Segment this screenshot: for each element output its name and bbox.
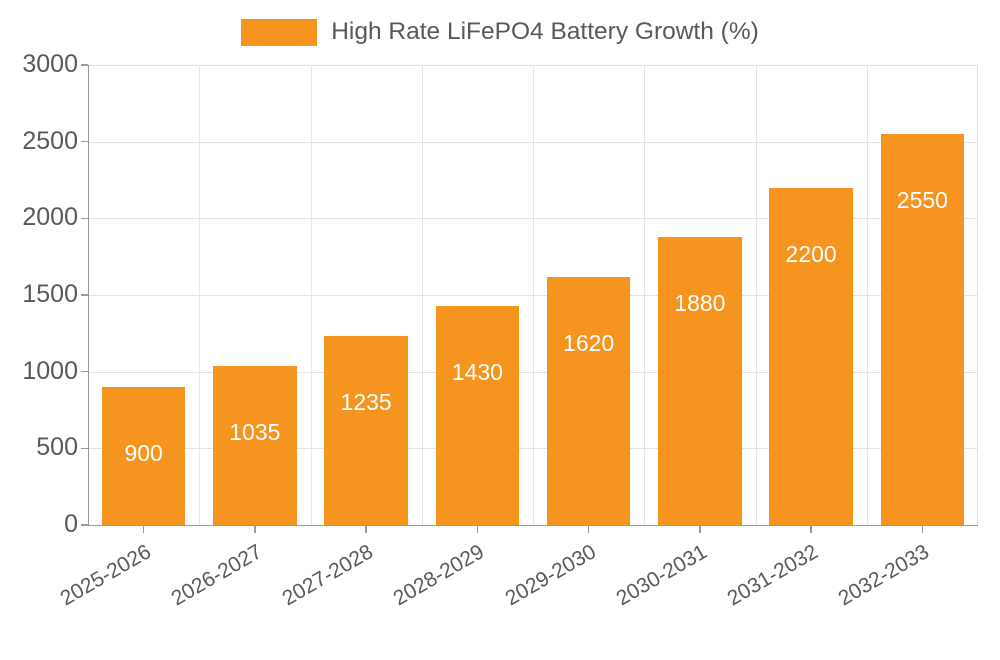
bar[interactable] — [213, 366, 297, 525]
bar-value-label: 2550 — [896, 187, 948, 213]
x-tick-mark — [921, 525, 924, 533]
x-tick-label: 2025-2026 — [56, 540, 155, 611]
bar-chart: High Rate LiFePO4 Battery Growth (%) 900… — [0, 12, 1000, 610]
gridline-vertical — [756, 65, 757, 525]
gridline-vertical — [644, 65, 645, 525]
legend-color-swatch — [241, 18, 318, 46]
y-tick-mark — [81, 217, 88, 220]
y-tick-mark — [81, 140, 88, 143]
y-tick-label: 2000 — [22, 203, 78, 232]
bar[interactable] — [658, 236, 742, 525]
y-tick-mark — [81, 64, 88, 66]
x-tick-mark — [365, 525, 367, 533]
y-tick-label: 2500 — [22, 126, 78, 155]
x-tick-mark — [810, 525, 812, 533]
y-tick-label: 500 — [36, 433, 78, 462]
gridline-vertical — [422, 65, 423, 525]
x-tick-mark — [587, 525, 590, 533]
x-tick-mark — [254, 525, 256, 533]
bar[interactable] — [769, 187, 853, 525]
x-tick-mark — [699, 525, 701, 533]
bar-value-label: 1620 — [563, 329, 615, 356]
x-axis-line — [88, 525, 978, 527]
y-tick-mark — [81, 294, 88, 296]
bar[interactable] — [880, 134, 965, 525]
y-tick-label: 1500 — [22, 280, 78, 308]
bar-value-label: 1430 — [451, 358, 503, 385]
gridline-vertical — [867, 65, 868, 525]
bar[interactable] — [546, 276, 631, 525]
bar-value-label: 1880 — [674, 289, 726, 316]
legend-item-series[interactable]: High Rate LiFePO4 Battery Growth (%) — [241, 17, 759, 46]
y-tick-mark — [81, 447, 88, 450]
gridline-vertical — [533, 65, 534, 525]
bar-value-label: 2200 — [785, 240, 837, 267]
bar[interactable] — [101, 387, 186, 525]
legend-label: High Rate LiFePO4 Battery Growth (%) — [331, 17, 759, 45]
plot-area: 900 1035 1235 1430 1620 1880 2200 2550 — [88, 65, 978, 526]
bar[interactable] — [435, 305, 520, 525]
x-tick-mark — [476, 525, 479, 533]
y-tick-mark — [81, 370, 88, 373]
x-tick-mark — [142, 525, 145, 533]
gridline-vertical — [199, 65, 200, 525]
y-axis-line — [88, 65, 90, 525]
chart-legend: High Rate LiFePO4 Battery Growth (%) — [0, 12, 1000, 52]
y-tick-mark — [81, 524, 88, 526]
gridline-vertical — [311, 65, 312, 525]
y-tick-label: 0 — [64, 510, 78, 538]
y-tick-label: 3000 — [22, 50, 78, 78]
bar[interactable] — [324, 335, 408, 525]
bar-value-label: 900 — [124, 440, 163, 466]
bar-value-label: 1035 — [229, 419, 281, 446]
y-tick-label: 1000 — [22, 356, 78, 385]
bar-value-label: 1235 — [340, 388, 392, 415]
